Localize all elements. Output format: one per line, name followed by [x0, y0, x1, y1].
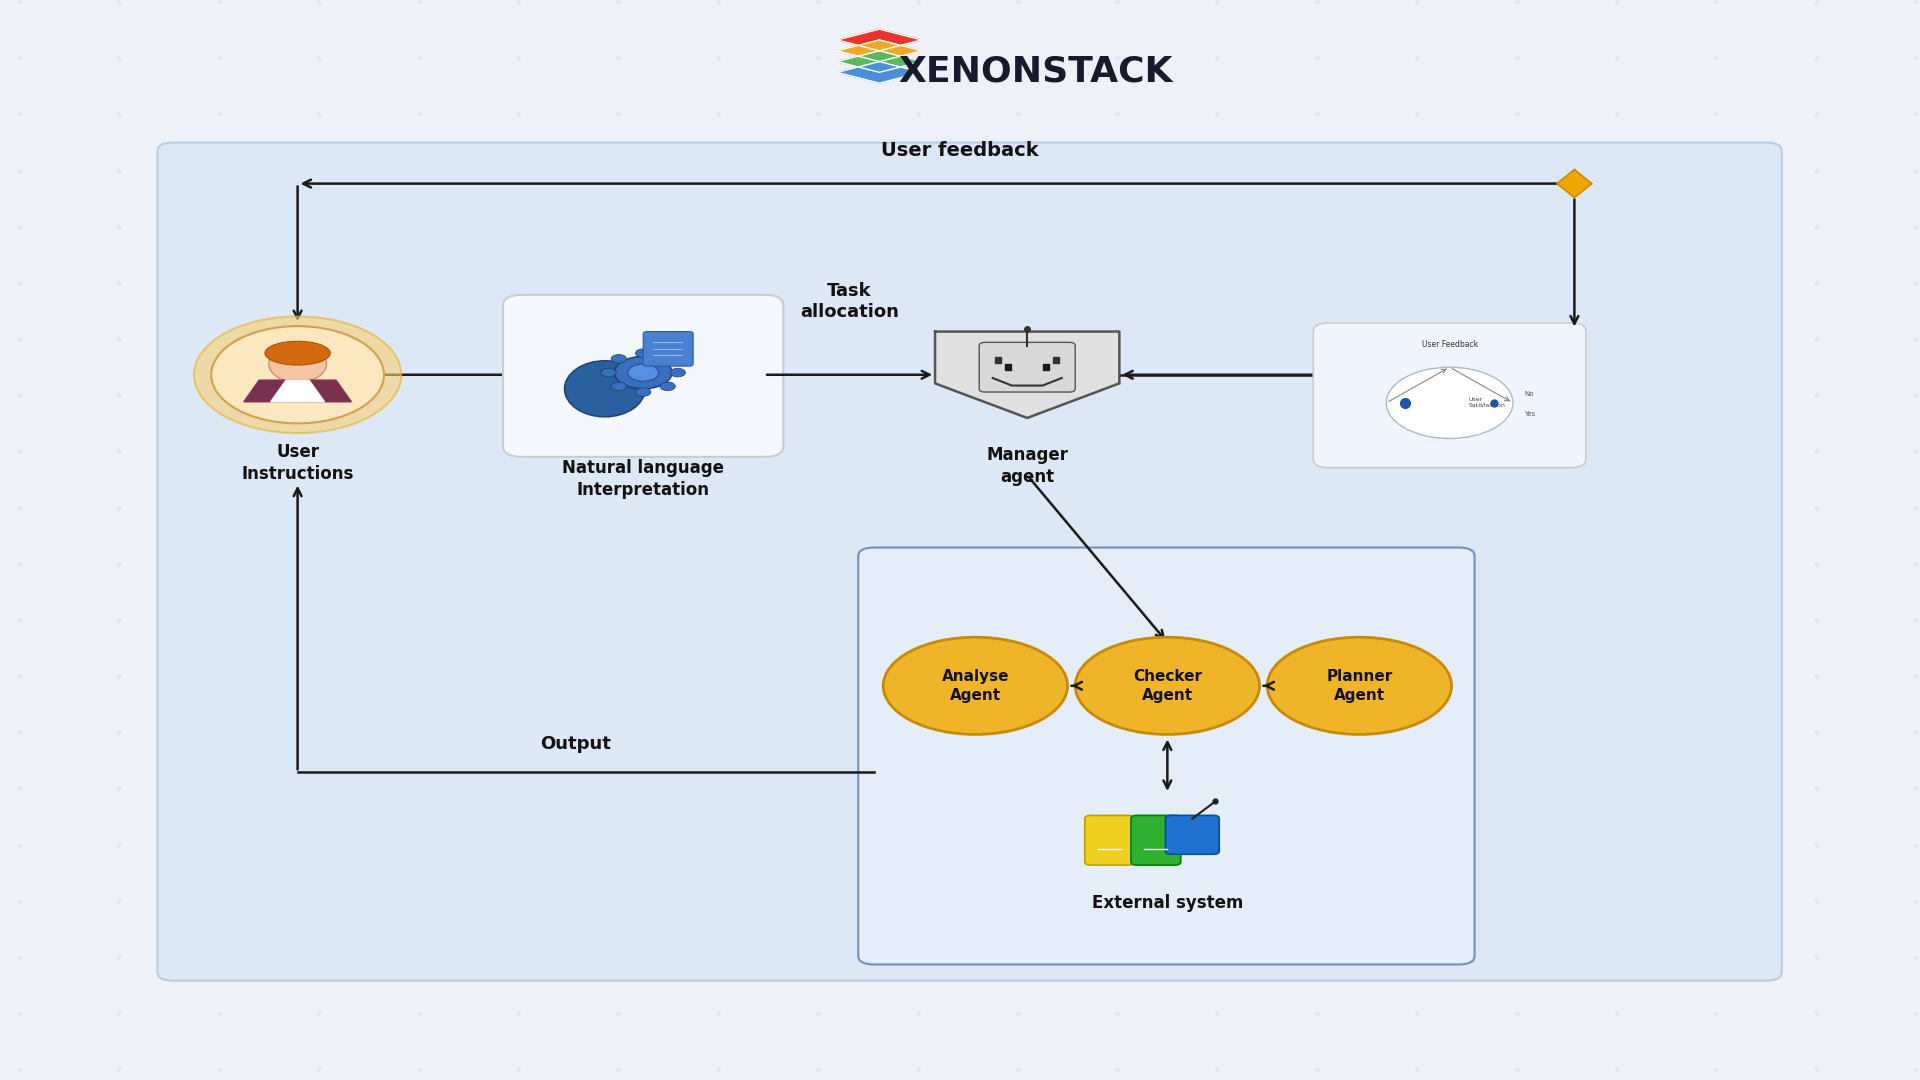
Text: User Feedback: User Feedback: [1421, 340, 1478, 349]
FancyBboxPatch shape: [1165, 815, 1219, 854]
FancyBboxPatch shape: [503, 295, 783, 457]
Ellipse shape: [611, 382, 626, 391]
Text: User
Instructions: User Instructions: [242, 443, 353, 483]
Polygon shape: [837, 40, 922, 62]
Ellipse shape: [269, 346, 326, 382]
Ellipse shape: [628, 364, 659, 381]
Text: Natural language
Interpretation: Natural language Interpretation: [563, 459, 724, 499]
Polygon shape: [837, 51, 922, 72]
Ellipse shape: [1267, 637, 1452, 734]
Ellipse shape: [564, 361, 645, 417]
Polygon shape: [935, 332, 1119, 418]
FancyBboxPatch shape: [1085, 815, 1135, 865]
Text: User
Satisfaction: User Satisfaction: [1469, 397, 1505, 408]
Text: Task
allocation: Task allocation: [801, 282, 899, 321]
Text: Manager
agent: Manager agent: [987, 446, 1068, 486]
Ellipse shape: [265, 341, 330, 365]
Ellipse shape: [614, 356, 672, 389]
Text: No: No: [1524, 391, 1534, 397]
Ellipse shape: [660, 382, 676, 391]
Ellipse shape: [1075, 637, 1260, 734]
Text: Yes: Yes: [1524, 410, 1536, 417]
Text: Checker
Agent: Checker Agent: [1133, 669, 1202, 703]
Text: XENONSTACK: XENONSTACK: [899, 54, 1173, 89]
FancyBboxPatch shape: [1313, 323, 1586, 468]
Text: Analyse
Agent: Analyse Agent: [941, 669, 1010, 703]
Circle shape: [1386, 367, 1513, 438]
Text: Output: Output: [541, 734, 611, 753]
Polygon shape: [1557, 170, 1592, 198]
Ellipse shape: [611, 354, 626, 363]
FancyBboxPatch shape: [157, 143, 1782, 981]
Ellipse shape: [636, 349, 651, 357]
Text: Planner
Agent: Planner Agent: [1327, 669, 1392, 703]
Polygon shape: [837, 29, 922, 51]
Ellipse shape: [636, 388, 651, 396]
Ellipse shape: [883, 637, 1068, 734]
Polygon shape: [244, 380, 351, 402]
Polygon shape: [837, 62, 922, 83]
Ellipse shape: [194, 316, 401, 433]
FancyBboxPatch shape: [1131, 815, 1181, 865]
Ellipse shape: [601, 368, 616, 377]
Ellipse shape: [670, 368, 685, 377]
Text: External system: External system: [1092, 894, 1242, 913]
Ellipse shape: [660, 354, 676, 363]
Circle shape: [211, 326, 384, 423]
FancyBboxPatch shape: [858, 548, 1475, 964]
Polygon shape: [271, 380, 324, 402]
FancyBboxPatch shape: [643, 332, 693, 366]
FancyBboxPatch shape: [979, 342, 1075, 392]
Text: User feedback: User feedback: [881, 140, 1039, 160]
